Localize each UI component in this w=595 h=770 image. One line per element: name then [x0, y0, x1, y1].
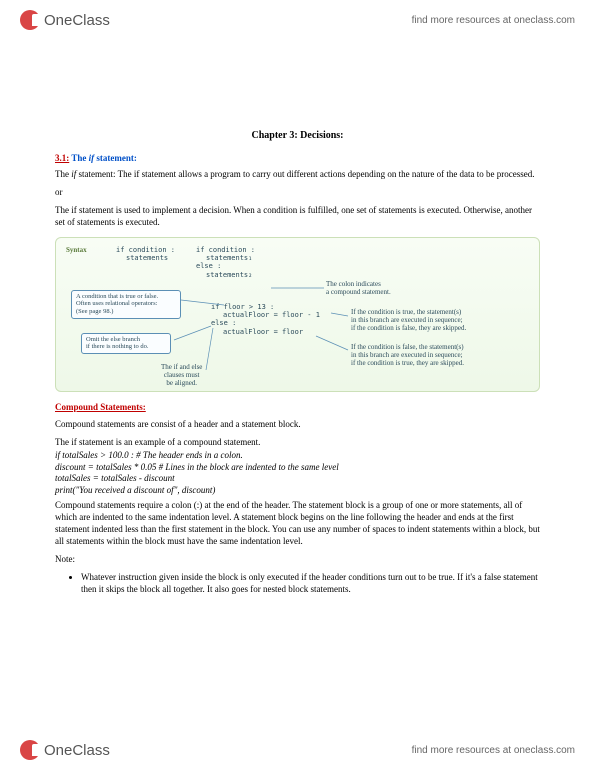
- section-number: 3.1:: [55, 153, 69, 163]
- note-label: Note:: [55, 553, 540, 565]
- title-word-if: if: [89, 153, 95, 163]
- syntax-diagram: Syntax if condition : statements if cond…: [55, 237, 540, 392]
- p1em: if: [71, 169, 76, 179]
- para-if-def-1: The if statement: The if statement allow…: [55, 168, 540, 180]
- title-word-statement: statement:: [96, 153, 136, 163]
- page-content: Chapter 3: Decisions: 3.1: The if statem…: [55, 60, 540, 720]
- code-l4: print("You received a discount of", disc…: [55, 485, 540, 497]
- p1a: The: [55, 169, 69, 179]
- oneclass-icon: [20, 10, 40, 30]
- bottom-footer: OneClass find more resources at oneclass…: [0, 730, 595, 770]
- resource-link-top[interactable]: find more resources at oneclass.com: [412, 15, 575, 26]
- brand-logo[interactable]: OneClass: [20, 10, 110, 30]
- note-bullet-1: Whatever instruction given inside the bl…: [81, 571, 540, 595]
- brand-name-footer: OneClass: [44, 742, 110, 759]
- compound-p3: Compound statements require a colon (:) …: [55, 499, 540, 548]
- compound-heading: Compound Statements:: [55, 402, 540, 412]
- title-word-the: The: [71, 153, 86, 163]
- brand-name: OneClass: [44, 12, 110, 29]
- code-l3: totalSales = totalSales - discount: [55, 473, 540, 485]
- para-if-def-2: The if statement is used to implement a …: [55, 204, 540, 228]
- code-l2: discount = totalSales * 0.05 # Lines in …: [55, 462, 540, 474]
- brand-logo-footer[interactable]: OneClass: [20, 740, 110, 760]
- code-l1: if totalSales > 100.0 : # The header end…: [55, 450, 540, 462]
- oneclass-icon-footer: [20, 740, 40, 760]
- compound-heading-text: Compound Statements:: [55, 402, 146, 412]
- section-3-1-title: 3.1: The if statement:: [55, 153, 540, 163]
- chapter-title: Chapter 3: Decisions:: [55, 130, 540, 141]
- para-or: or: [55, 186, 540, 198]
- p1b: statement: The if statement allows a pro…: [79, 169, 535, 179]
- note-list: Whatever instruction given inside the bl…: [81, 571, 540, 595]
- compound-p1: Compound statements are consist of a hea…: [55, 418, 540, 430]
- resource-link-bottom[interactable]: find more resources at oneclass.com: [412, 745, 575, 756]
- compound-p2: The if statement is an example of a comp…: [55, 436, 540, 448]
- top-header: OneClass find more resources at oneclass…: [0, 0, 595, 40]
- diagram-connectors: [56, 238, 539, 391]
